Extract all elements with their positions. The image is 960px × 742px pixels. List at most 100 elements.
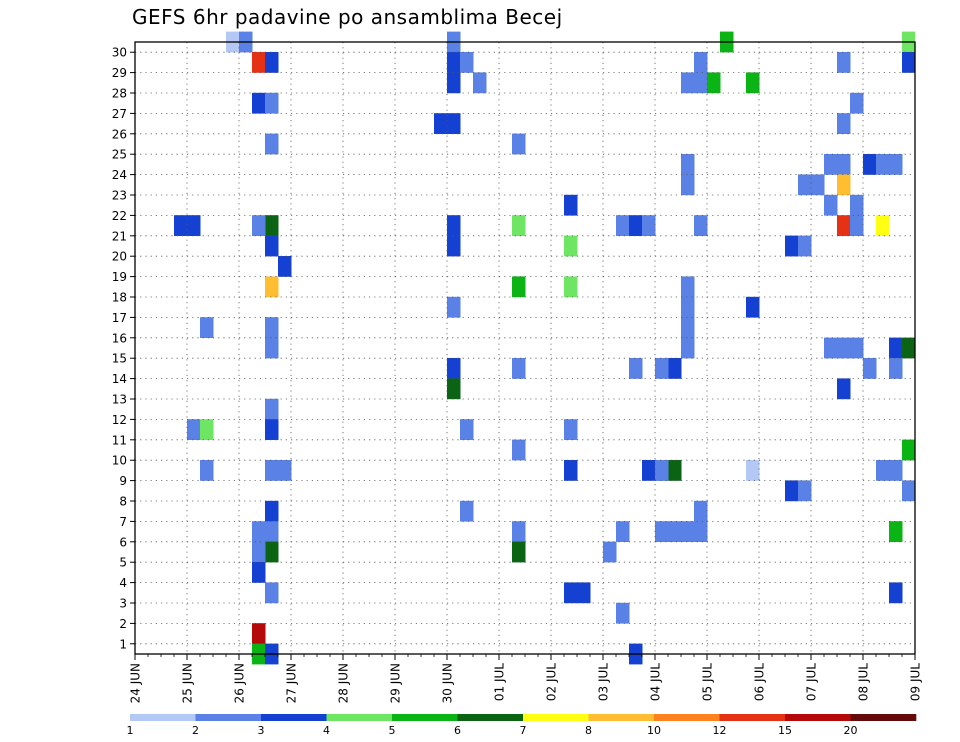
y-tick-label: 24 xyxy=(112,168,127,182)
heatmap-cell xyxy=(681,296,695,318)
heatmap-cell xyxy=(512,215,526,236)
heatmap-cell xyxy=(694,500,708,522)
x-tick-label: 02 JUL xyxy=(545,663,559,701)
colorbar-tick-label: 7 xyxy=(520,724,527,737)
x-tick-label: 28 JUN xyxy=(337,663,351,703)
y-tick-label: 5 xyxy=(119,556,127,570)
heatmap-cell xyxy=(863,358,877,379)
y-tick-label: 26 xyxy=(112,127,127,141)
colorbar-swatch xyxy=(195,714,262,721)
heatmap-cell xyxy=(447,52,461,73)
heatmap-cell xyxy=(512,541,526,563)
colorbar-tick-label: 10 xyxy=(647,724,661,737)
heatmap-cell xyxy=(850,194,864,216)
heatmap-cell xyxy=(187,419,201,440)
heatmap-cell xyxy=(850,92,864,114)
heatmap-cell xyxy=(512,521,526,542)
heatmap-cell xyxy=(902,480,915,502)
heatmap-cell xyxy=(616,602,630,624)
heatmap-cell xyxy=(694,52,708,73)
heatmap-cell xyxy=(252,92,266,114)
colorbar-swatch xyxy=(588,714,655,721)
heatmap-cell xyxy=(681,521,695,542)
heatmap-cell xyxy=(681,154,695,175)
y-tick-label: 28 xyxy=(112,87,127,101)
y-tick-label: 6 xyxy=(119,535,127,549)
y-tick-label: 21 xyxy=(112,229,127,243)
heatmap-cell xyxy=(837,378,851,400)
heatmap-cell xyxy=(837,52,851,73)
heatmap-cell xyxy=(889,521,903,542)
heatmap-cell xyxy=(681,317,695,338)
heatmap-cell xyxy=(629,358,643,379)
y-tick-label: 4 xyxy=(119,576,127,590)
heatmap-cell xyxy=(876,460,890,481)
colorbar-swatch xyxy=(326,714,393,721)
x-tick-label: 26 JUN xyxy=(233,663,247,703)
x-tick-label: 08 JUL xyxy=(857,663,871,701)
chart-grid xyxy=(135,42,915,654)
heatmap-cell xyxy=(694,521,708,542)
heatmap-cell xyxy=(629,215,643,236)
heatmap-cell xyxy=(512,358,526,379)
x-tick-label: 06 JUL xyxy=(753,663,767,701)
y-tick-label: 29 xyxy=(112,66,127,80)
heatmap-cell xyxy=(668,358,682,379)
heatmap-cell xyxy=(265,317,279,338)
heatmap-cell xyxy=(681,276,695,298)
heatmap-cell xyxy=(174,215,188,236)
heatmap-cell xyxy=(278,460,292,481)
x-tick-label: 04 JUL xyxy=(649,663,663,701)
heatmap-cell xyxy=(889,358,903,379)
heatmap-cell xyxy=(616,521,630,542)
colorbar-tick-label: 5 xyxy=(389,724,396,737)
heatmap-cell xyxy=(460,419,474,440)
heatmap-cell xyxy=(252,215,266,236)
y-tick-label: 18 xyxy=(112,291,127,305)
y-tick-label: 12 xyxy=(112,413,127,427)
heatmap-cell xyxy=(265,582,279,604)
x-tick-label: 03 JUL xyxy=(597,663,611,701)
colorbar-swatch xyxy=(523,714,589,721)
chart-title: GEFS 6hr padavine po ansamblima Becej xyxy=(132,5,563,29)
heatmap-cell xyxy=(252,541,266,563)
x-tick-label: 01 JUL xyxy=(493,663,507,701)
heatmap-cell xyxy=(265,460,279,481)
heatmap-cell xyxy=(785,480,799,502)
colorbar-tick-label: 20 xyxy=(844,724,858,737)
heatmap-cell xyxy=(668,521,682,542)
y-tick-label: 23 xyxy=(112,189,127,203)
heatmap-cell xyxy=(837,113,851,134)
heatmap-cell xyxy=(512,276,526,298)
heatmap-cell xyxy=(564,235,578,257)
heatmap-cell xyxy=(798,235,812,257)
heatmap-cell xyxy=(265,133,279,155)
heatmap-cell xyxy=(642,460,656,481)
heatmap-cell xyxy=(642,215,656,236)
heatmap-cell xyxy=(564,582,578,604)
heatmap-cell xyxy=(577,582,591,604)
heatmap-cell xyxy=(668,460,682,481)
colorbar-swatch xyxy=(457,714,524,721)
heatmap-cell xyxy=(564,276,578,298)
colorbar-tick-label: 8 xyxy=(585,724,592,737)
heatmap-cell xyxy=(603,541,617,563)
heatmap-cell xyxy=(564,460,578,481)
heatmap-cell xyxy=(785,235,799,257)
heatmap-cell xyxy=(265,337,279,359)
heatmap-cells xyxy=(174,31,915,665)
x-tick-label: 24 JUN xyxy=(129,663,143,703)
heatmap-cell xyxy=(655,358,669,379)
y-tick-label: 8 xyxy=(119,495,127,509)
heatmap-cell xyxy=(694,215,708,236)
heatmap-cell xyxy=(564,194,578,216)
x-tick-label: 29 JUN xyxy=(389,663,403,703)
colorbar-tick-label: 15 xyxy=(778,724,792,737)
heatmap-cell xyxy=(200,317,214,338)
heatmap-cell xyxy=(265,521,279,542)
colorbar-tick-label: 6 xyxy=(454,724,461,737)
heatmap-cell xyxy=(889,460,903,481)
heatmap-cell xyxy=(850,215,864,236)
colorbar: 1 2 3 4 5 6 7 8 10 12 15 20 xyxy=(127,714,917,737)
y-tick-label: 3 xyxy=(119,597,127,611)
